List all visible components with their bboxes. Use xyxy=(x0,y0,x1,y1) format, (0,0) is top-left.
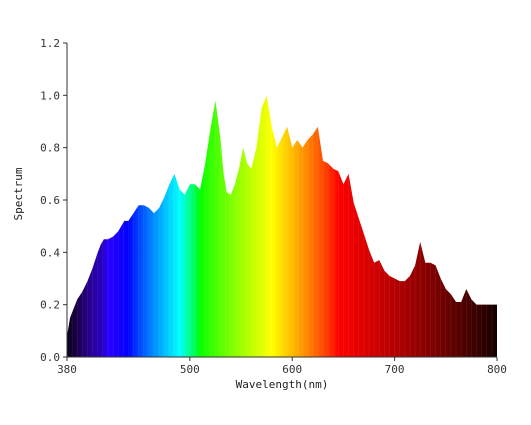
y-tick-label: 0.6 xyxy=(40,194,60,207)
x-tick-label: 600 xyxy=(282,363,302,376)
y-axis-title: Spectrum xyxy=(12,167,25,220)
x-tick-label: 700 xyxy=(385,363,405,376)
x-tick-label: 380 xyxy=(57,363,77,376)
spectrum-area-layer xyxy=(67,95,497,357)
x-axis-title: Wavelength(nm) xyxy=(236,378,329,391)
y-tick-label: 0.8 xyxy=(40,142,60,155)
tick-labels: 0.0 0.2 0.4 0.6 0.8 1.0 1.2 380 500 600 700 800 xyxy=(40,37,507,376)
y-tick-label: 0.4 xyxy=(40,246,60,259)
spectrum-area xyxy=(67,95,497,357)
x-tick-label: 500 xyxy=(180,363,200,376)
x-tick-label: 800 xyxy=(487,363,507,376)
y-tick-label: 1.0 xyxy=(40,89,60,102)
y-tick-label: 0.2 xyxy=(40,299,60,312)
y-tick-label: 1.2 xyxy=(40,37,60,50)
axes xyxy=(63,42,498,361)
y-tick-label: 0.0 xyxy=(40,351,60,364)
